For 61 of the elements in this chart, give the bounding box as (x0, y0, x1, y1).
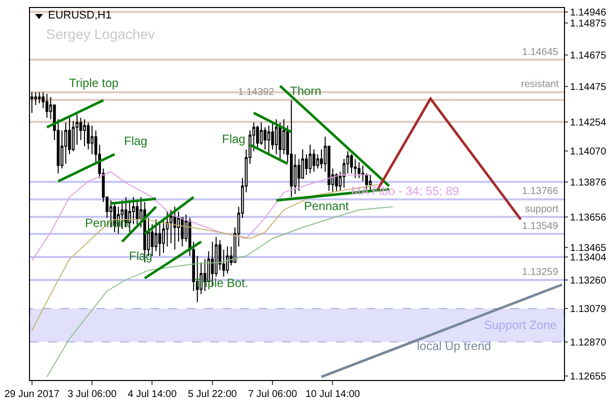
candlestick (226, 246, 229, 274)
candlestick (312, 148, 316, 172)
y-tick-label: 1.13260 (570, 275, 607, 286)
candlestick (260, 122, 263, 146)
candlestick (128, 201, 132, 233)
candlestick (136, 201, 139, 225)
annotation: Flag (124, 134, 148, 148)
y-tick-label: 1.14946 (570, 7, 607, 18)
line-series (31, 171, 371, 262)
series-label: local Up trend (417, 339, 492, 353)
y-tick-label: 1.14875 (570, 18, 607, 30)
y-tick-label: 1.13656 (570, 212, 607, 224)
y-tick-label: 1.12870 (570, 337, 607, 348)
candlestick (154, 218, 158, 252)
candlestick (274, 118, 278, 155)
y-tick-label: 1.13079 (570, 304, 607, 316)
x-tick-label: 5 Jul 22:00 (188, 389, 238, 400)
annotation: Pennant (304, 199, 350, 213)
candlestick (358, 162, 360, 179)
x-tick-label: 4 Jul 14:00 (128, 389, 178, 400)
annotation: Triple top (69, 76, 119, 90)
annotation: Flag (222, 132, 246, 146)
ref-line-label: resistant (521, 79, 560, 90)
y-tick-label: 1.13404 (570, 252, 607, 264)
ref-line-label: 1.13259 (522, 267, 559, 278)
ref-line-label: support (525, 204, 559, 215)
candlestick (308, 144, 312, 174)
x-tick-label: 3 Jul 06:00 (68, 389, 117, 400)
y-tick-label: 1.13465 (570, 242, 607, 254)
candlestick (290, 100, 293, 198)
y-tick-label: 1.14675 (570, 50, 607, 62)
candlestick (350, 154, 353, 174)
y-tick-label: 1.14070 (570, 146, 607, 158)
band-label: Support Zone (484, 318, 558, 332)
candlestick (316, 154, 320, 170)
candlestick (46, 93, 48, 118)
y-tick-label: 1.14254 (570, 117, 607, 128)
ref-line-label: 1.13766 (522, 186, 559, 197)
candlestick (173, 206, 176, 250)
y-tick-label: 1.12655 (570, 372, 607, 383)
candlestick (267, 125, 270, 155)
ref-line-label: 1.14392 (238, 87, 275, 98)
x-tick-label: 10 Jul 14:00 (305, 389, 360, 400)
candlestick (158, 222, 162, 256)
candlestick (264, 126, 266, 150)
candlestick (256, 125, 259, 150)
candlestick (335, 172, 338, 192)
candlestick (368, 174, 372, 192)
candlestick (354, 158, 357, 179)
x-tick-label: 7 Jul 06:00 (248, 389, 298, 400)
candlestick (38, 92, 41, 104)
ref-line-label: 1.14645 (522, 47, 559, 58)
candlestick (83, 118, 86, 147)
x-tick-label: 29 Jun 2017 (4, 389, 60, 400)
candlestick (64, 122, 68, 164)
y-tick-label: 1.14475 (570, 82, 607, 94)
ref-line-label: 1.13549 (522, 221, 559, 232)
chart-title: EURUSD,H1 (48, 10, 112, 22)
y-tick-label: 1.13876 (570, 177, 607, 188)
candlestick (278, 122, 282, 160)
annotation: Thorn (290, 84, 322, 98)
